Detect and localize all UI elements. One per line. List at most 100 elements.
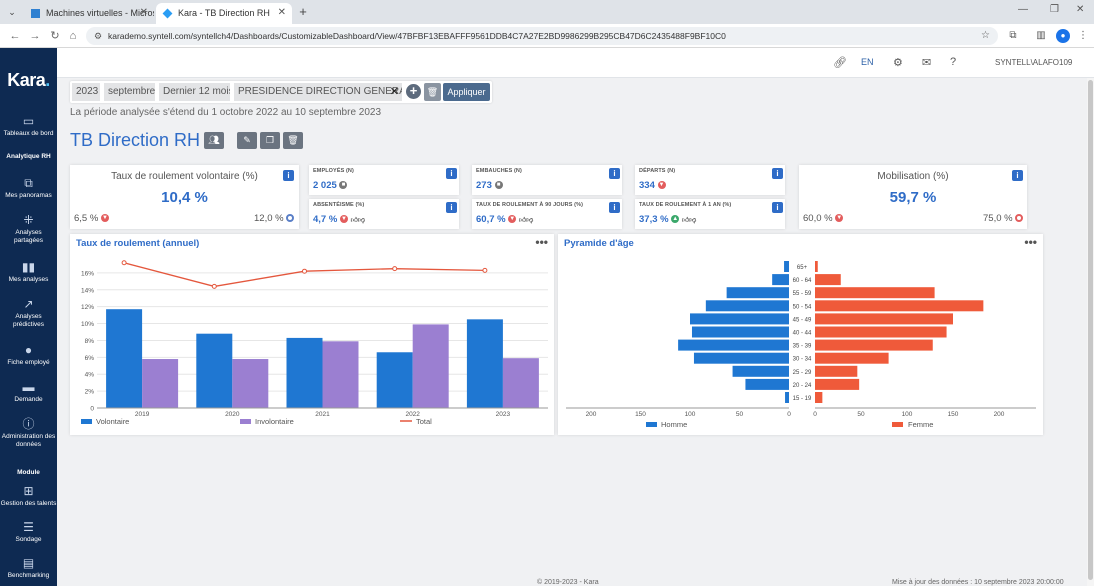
- tab-title: Kara - TB Direction RH: [178, 8, 270, 18]
- remove-filter-icon[interactable]: ✕: [389, 86, 399, 98]
- bar-volontaire: [376, 352, 413, 408]
- alert-down-icon: ▼: [339, 215, 348, 224]
- home-icon[interactable]: ⌂: [69, 30, 77, 42]
- extensions-icon[interactable]: ⧉: [1009, 30, 1017, 41]
- kara-logo[interactable]: Kara.: [7, 70, 50, 90]
- bar-volontaire: [466, 319, 503, 408]
- age-group-label: 55 - 59: [793, 291, 812, 297]
- sidebar-item-panoramas[interactable]: ⧉ Mes panoramas: [0, 176, 57, 200]
- legend-swatch-involontaire: [240, 419, 251, 424]
- x-tick-label: 150: [635, 411, 646, 418]
- info-icon[interactable]: i: [772, 202, 783, 213]
- share-users-icon[interactable]: 👥︎: [204, 132, 224, 149]
- sidebar-item-admin-data[interactable]: ⓘ Administration des données: [1, 417, 56, 448]
- turnover-chart: 0 2% 4% 6% 8% 10% 12% 14% 16% 2019 2020 2021 2022 202…: [81, 260, 548, 426]
- sidebar-item-request[interactable]: ▬ Demande: [0, 380, 57, 404]
- sidebar-item-my-analyses[interactable]: ▮▮ Mes analyses: [0, 260, 57, 284]
- browser-address-bar: ← → ↻ ⌂ ⚙ karademo.syntell.com/syntellch…: [0, 24, 1094, 48]
- sidebar-item-shared-analyses[interactable]: ⁜ Analyses partagées: [0, 213, 57, 245]
- filter-bar: 2023 septembre Dernier 12 mois PRESIDENC…: [70, 81, 492, 103]
- forward-arrow-icon[interactable]: →: [29, 30, 41, 42]
- kpi-absenteeism[interactable]: ABSENTÉISME (%) i 4,7 % ▼ 👍︎👎︎: [309, 199, 459, 229]
- more-options-icon[interactable]: •••: [535, 235, 548, 249]
- tab-list-chevron-icon[interactable]: ⌄: [8, 7, 16, 17]
- info-icon[interactable]: i: [1012, 170, 1023, 181]
- edit-pencil-icon[interactable]: ✎: [237, 132, 257, 149]
- kpi-employees[interactable]: EMPLOYÉS (N) i 2 025 ■: [309, 165, 459, 195]
- browser-tab-kara[interactable]: Kara - TB Direction RH ✕: [156, 3, 292, 24]
- sidebar-item-survey[interactable]: ☰ Sondage: [0, 520, 57, 544]
- department-filter[interactable]: PRESIDENCE DIRECTION GENERALE ✕: [234, 83, 402, 101]
- page-title: TB Direction RH: [70, 130, 201, 150]
- info-icon[interactable]: i: [446, 202, 457, 213]
- kpi-hires[interactable]: EMBAUCHES (N) i 273 ■: [472, 165, 622, 195]
- age-group-label: 45 - 49: [793, 317, 812, 323]
- new-tab-plus-icon[interactable]: +: [299, 4, 307, 19]
- bar-femme: [815, 365, 858, 377]
- x-tick-label: 2022: [405, 411, 420, 418]
- bar-homme: [693, 352, 789, 364]
- clear-filters-trash-icon[interactable]: 🗑︎: [424, 83, 441, 101]
- turnover-chart-title: Taux de roulement (annuel): [76, 238, 200, 249]
- year-filter[interactable]: 2023: [72, 83, 100, 101]
- help-icon[interactable]: ?: [950, 56, 957, 68]
- delete-trash-icon[interactable]: 🗑︎: [283, 132, 303, 149]
- restore-icon[interactable]: ❐: [1050, 4, 1059, 15]
- browser-tab-machines[interactable]: Machines virtuelles - Microsoft ✕: [24, 3, 154, 24]
- gear-icon[interactable]: ⚙: [893, 57, 903, 69]
- browser-menu-icon[interactable]: ⋮: [1078, 30, 1088, 41]
- month-filter[interactable]: septembre: [104, 83, 155, 101]
- add-filter-plus-icon[interactable]: +: [406, 84, 421, 99]
- alert-down-icon: ▼: [835, 214, 844, 223]
- link-icon[interactable]: 🔗︎: [833, 57, 847, 69]
- sidebar-item-benchmarking[interactable]: ▤ Benchmarking: [0, 556, 57, 580]
- page-scrollbar[interactable]: [1087, 78, 1094, 586]
- url-field[interactable]: ⚙ karademo.syntell.com/syntellch4/Dashbo…: [86, 27, 998, 45]
- sidebar-item-talents[interactable]: ⊞ Gestion des talents: [0, 484, 57, 507]
- sidebar-item-predictive[interactable]: ↗ Analyses prédictives: [0, 297, 57, 329]
- back-arrow-icon[interactable]: ←: [9, 30, 21, 42]
- bookmark-star-icon[interactable]: ☆: [981, 30, 990, 41]
- x-tick-label: 50: [736, 411, 744, 418]
- kpi-voluntary-turnover[interactable]: Taux de roulement volontaire (%) i 10,4 …: [70, 165, 299, 229]
- info-icon[interactable]: i: [446, 168, 457, 179]
- info-icon[interactable]: i: [609, 168, 620, 179]
- sidebar-item-employee[interactable]: ● Fiche employé: [0, 343, 57, 367]
- info-icon[interactable]: i: [772, 168, 783, 179]
- kpi-turnover-90[interactable]: TAUX DE ROULEMENT À 90 JOURS (%) i 60,7 …: [472, 199, 622, 229]
- window-close-icon[interactable]: ✕: [1076, 4, 1085, 15]
- close-tab-icon[interactable]: ✕: [139, 7, 148, 18]
- panorama-icon: ⧉: [24, 176, 33, 190]
- side-panel-icon[interactable]: ▥: [1036, 30, 1046, 41]
- info-icon[interactable]: i: [609, 202, 620, 213]
- legend-label-involontaire: Involontaire: [255, 417, 294, 426]
- kpi-departures[interactable]: DÉPARTS (N) i 334 ▼: [635, 165, 785, 195]
- request-icon: ▬: [22, 380, 35, 394]
- reload-icon[interactable]: ↻: [50, 30, 60, 42]
- kara-favicon-icon: [162, 8, 173, 19]
- site-settings-icon[interactable]: ⚙: [94, 31, 103, 41]
- copy-icon[interactable]: ❐: [260, 132, 280, 149]
- info-icon[interactable]: i: [283, 170, 294, 181]
- y-tick-label: 8%: [85, 338, 95, 345]
- minimize-icon[interactable]: —: [1018, 4, 1028, 15]
- x-tick-label: 2021: [315, 411, 330, 418]
- user-name[interactable]: SYNTELL\ALAFO109: [995, 58, 1073, 67]
- sidebar-item-dashboards[interactable]: ▭ Tableaux de bord: [0, 114, 57, 138]
- language-switch[interactable]: EN: [861, 57, 874, 67]
- x-tick-label: 100: [685, 411, 696, 418]
- close-tab-icon[interactable]: ✕: [277, 7, 286, 18]
- thumbs-icon: 👍︎👎︎: [681, 216, 697, 224]
- profile-avatar-icon[interactable]: ●: [1056, 29, 1070, 43]
- apply-button[interactable]: Appliquer: [443, 83, 490, 101]
- x-tick-label: 200: [994, 411, 1005, 418]
- share-icon: ⁜: [23, 213, 34, 227]
- kpi-mobilisation[interactable]: Mobilisation (%) i 59,7 % 60,0 % ▼ 75,0 …: [799, 165, 1027, 229]
- mail-icon[interactable]: ✉: [922, 57, 932, 69]
- more-options-icon[interactable]: •••: [1024, 235, 1037, 249]
- age-group-label: 40 - 44: [793, 331, 812, 337]
- kpi-turnover-1y[interactable]: TAUX DE ROULEMENT À 1 AN (%) i 37,3 % ▲ …: [635, 199, 785, 229]
- legend-swatch-femme: [892, 422, 903, 427]
- person-icon: ●: [24, 343, 33, 357]
- range-filter[interactable]: Dernier 12 mois: [159, 83, 230, 101]
